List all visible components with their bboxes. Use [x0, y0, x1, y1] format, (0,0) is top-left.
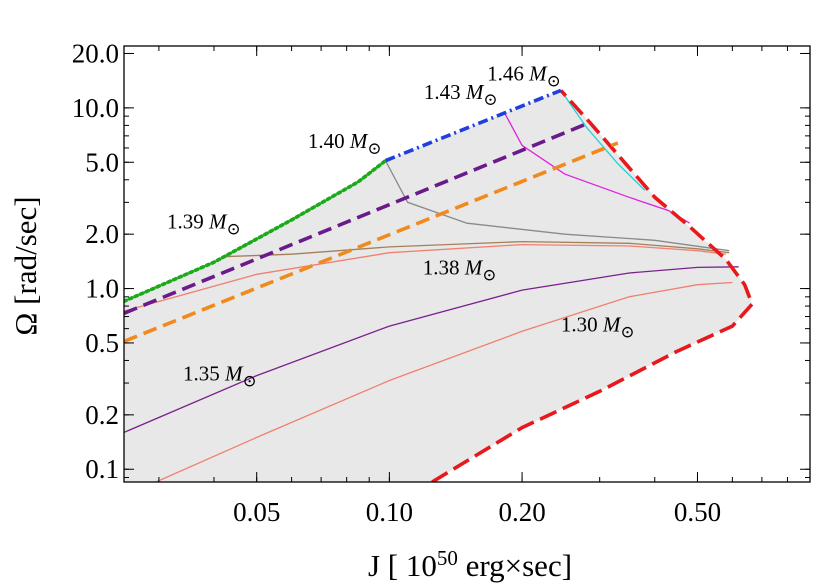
axis-ticks — [124, 46, 811, 482]
x-axis-title-exponent: 50 — [437, 546, 458, 570]
x-axis-title-prefix: J [ 10 — [368, 548, 437, 583]
tick-labels: 0.05 0.10 0.20 0.50 0.1 0.2 0.5 1.0 2.0 5.0 10.0 20… — [72, 38, 721, 527]
y-tick-label: 2.0 — [85, 219, 119, 249]
x-axis-title-suffix: erg×sec] — [458, 548, 572, 583]
orange-edge-curve — [124, 141, 619, 344]
blue-edge-curve — [384, 88, 562, 163]
green-edge-curve — [124, 158, 388, 304]
y-tick-label: 0.1 — [85, 454, 119, 484]
y-tick-label: 5.0 — [85, 147, 119, 177]
y-tick-label: 20.0 — [72, 38, 119, 68]
mass-curve-1-38 — [124, 243, 726, 312]
mass-label-1-38: 1.38 M⊙ — [423, 255, 497, 284]
x-tick-label: 0.10 — [366, 497, 413, 527]
x-tick-label: 0.20 — [498, 497, 545, 527]
mass-label-1-46: 1.46 M⊙ — [487, 61, 561, 90]
y-tick-label: 10.0 — [72, 93, 119, 123]
frame-rect — [123, 45, 811, 483]
mass-label-1-43: 1.43 M⊙ — [424, 80, 498, 109]
mass-curve-1-35 — [124, 266, 739, 433]
x-tick-label: 0.05 — [233, 497, 280, 527]
mass-curve-1-30 — [154, 281, 733, 482]
x-tick-label: 0.50 — [674, 497, 721, 527]
mass-curve-1-46 — [560, 90, 646, 191]
plot-frame — [123, 45, 811, 483]
mass-label-1-39: 1.39 M⊙ — [167, 209, 241, 238]
mass-curve-1-40 — [384, 160, 730, 252]
x-axis-title: J [ 1050 erg×sec] — [368, 546, 572, 583]
mass-label-1-35: 1.35 M⊙ — [183, 361, 257, 390]
annotations: 1.46 M⊙1.43 M⊙ 1.40 M⊙ 1.39 M⊙ 1.38 M⊙ 1.35 … — [167, 61, 635, 390]
allowed-region — [124, 90, 753, 482]
y-axis-title: Ω [rad/sec] — [8, 196, 43, 335]
mass-curve-1-39 — [223, 240, 730, 258]
y-tick-label: 0.2 — [85, 400, 119, 430]
y-tick-label: 1.0 — [85, 274, 119, 304]
red-boundary-curve — [431, 89, 755, 482]
plot-area — [124, 88, 755, 482]
mass-label-1-40: 1.40 M⊙ — [308, 129, 382, 158]
y-tick-label: 0.5 — [85, 328, 119, 358]
mass-label-1-30: 1.30 M⊙ — [561, 312, 635, 341]
